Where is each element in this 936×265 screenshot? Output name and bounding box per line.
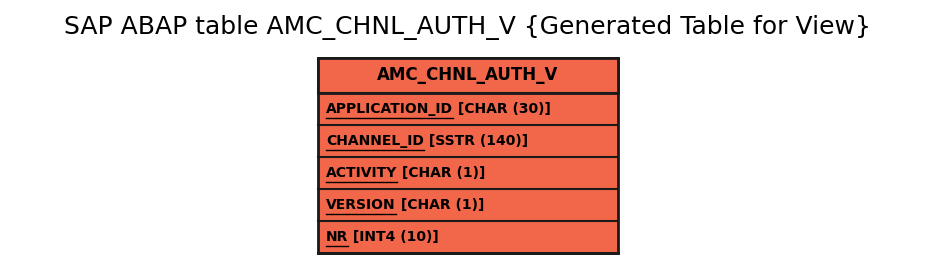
Text: AMC_CHNL_AUTH_V: AMC_CHNL_AUTH_V: [377, 67, 559, 85]
Text: ACTIVITY: ACTIVITY: [326, 166, 398, 180]
Text: NR: NR: [326, 230, 348, 244]
Text: [CHAR (1)]: [CHAR (1)]: [398, 166, 486, 180]
Text: CHANNEL_ID: CHANNEL_ID: [326, 134, 424, 148]
Text: [INT4 (10)]: [INT4 (10)]: [348, 230, 439, 244]
Text: [SSTR (140)]: [SSTR (140)]: [424, 134, 528, 148]
Bar: [318, 58, 618, 253]
Text: APPLICATION_ID: APPLICATION_ID: [326, 102, 453, 116]
Text: SAP ABAP table AMC_CHNL_AUTH_V {Generated Table for View}: SAP ABAP table AMC_CHNL_AUTH_V {Generate…: [65, 15, 871, 41]
Text: [CHAR (1)]: [CHAR (1)]: [396, 198, 484, 212]
Text: [CHAR (30)]: [CHAR (30)]: [453, 102, 551, 116]
Text: VERSION: VERSION: [326, 198, 396, 212]
Bar: [318, 58, 618, 93]
